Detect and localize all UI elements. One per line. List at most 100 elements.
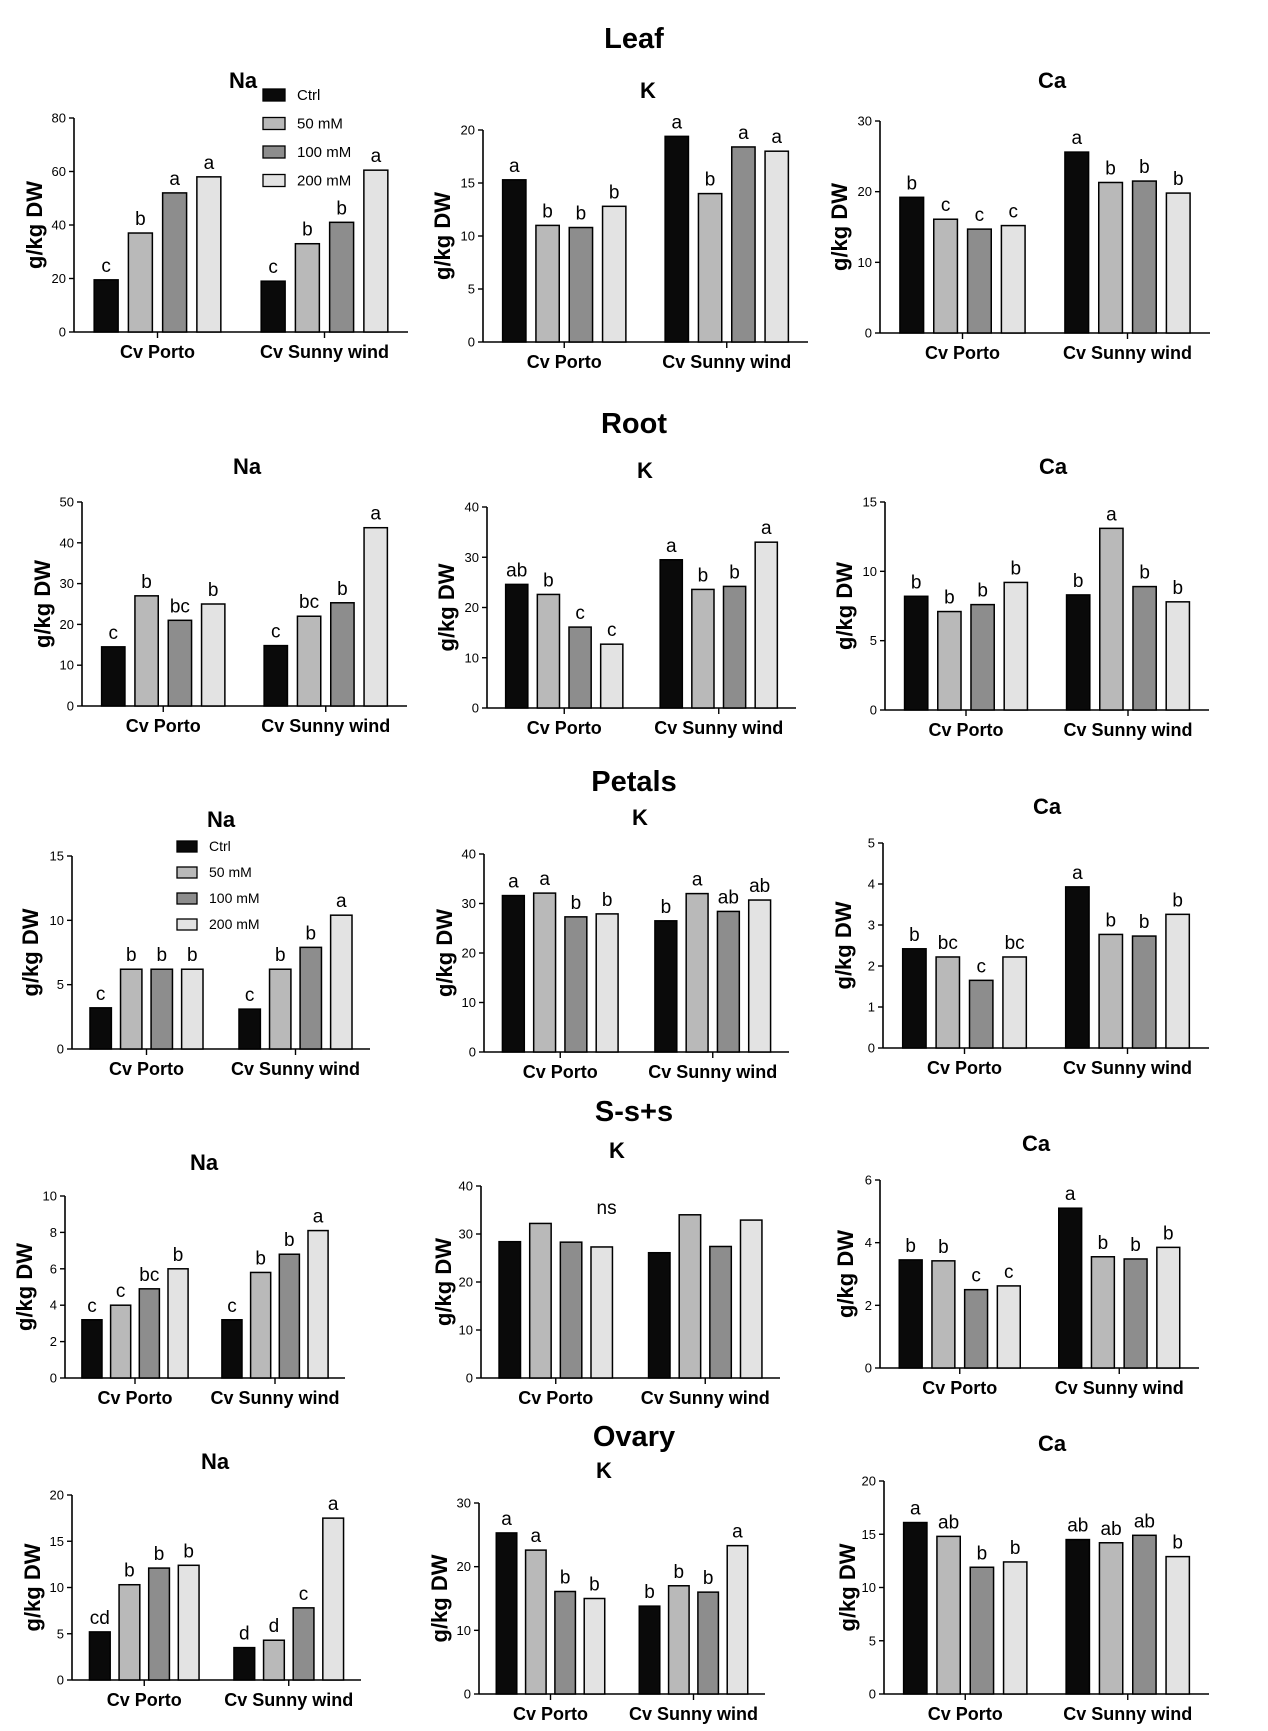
significance-letter: a bbox=[738, 123, 749, 144]
y-tick-label: 0 bbox=[468, 335, 475, 350]
bar bbox=[363, 526, 389, 707]
significance-letter: b bbox=[126, 945, 137, 966]
bar bbox=[528, 1222, 552, 1379]
legend-label: Ctrl bbox=[209, 838, 231, 854]
bar bbox=[495, 1532, 518, 1695]
significance-letter: b bbox=[1130, 1235, 1141, 1256]
bar bbox=[932, 218, 959, 334]
significance-letter: b bbox=[698, 565, 709, 586]
significance-letter: b bbox=[135, 209, 146, 230]
y-tick-label: 0 bbox=[67, 699, 74, 714]
bar bbox=[89, 1007, 113, 1050]
significance-letter: ab bbox=[1101, 1519, 1122, 1540]
bar bbox=[590, 1246, 614, 1379]
bar bbox=[709, 1245, 733, 1379]
significance-letter: b bbox=[1073, 571, 1084, 592]
bar bbox=[118, 1583, 141, 1681]
legend-label: 50 mM bbox=[297, 116, 343, 133]
significance-letter: b bbox=[141, 572, 152, 593]
bar bbox=[524, 1549, 547, 1695]
bar bbox=[138, 1288, 161, 1379]
y-tick-label: 0 bbox=[472, 701, 479, 716]
y-tick-label: 4 bbox=[865, 1235, 872, 1250]
significance-letter: b bbox=[1106, 910, 1117, 931]
y-tick-label: 20 bbox=[461, 123, 475, 138]
significance-letter: a bbox=[313, 1207, 324, 1228]
chart-title: Ca bbox=[1038, 1431, 1067, 1456]
chart-panel: Ca g/kg DW 0 5 10 15 Cv Porto b b b b Cv Sunny wind… bbox=[832, 454, 1209, 740]
x-category-label: Cv Porto bbox=[107, 1690, 182, 1710]
bar bbox=[1156, 1246, 1181, 1369]
significance-letter: bc bbox=[170, 596, 190, 617]
bar bbox=[328, 221, 355, 333]
bar bbox=[722, 585, 747, 709]
y-tick-label: 20 bbox=[457, 1559, 471, 1574]
bar bbox=[278, 1253, 301, 1379]
bar bbox=[685, 892, 709, 1053]
significance-letter: b bbox=[674, 1562, 685, 1583]
legend-swatch bbox=[262, 88, 286, 102]
significance-letter: c bbox=[941, 195, 951, 216]
bar bbox=[583, 1597, 606, 1695]
chart-title: Ca bbox=[1039, 454, 1068, 479]
significance-letter: bc bbox=[938, 933, 958, 954]
bar bbox=[134, 595, 160, 707]
bar bbox=[233, 1646, 256, 1681]
bar bbox=[697, 1591, 720, 1695]
y-axis-label: g/kg DW bbox=[20, 1543, 45, 1631]
significance-letter: b bbox=[571, 893, 582, 914]
legend-swatch bbox=[176, 840, 198, 853]
bar bbox=[726, 1544, 749, 1695]
bar bbox=[1098, 1542, 1124, 1695]
y-tick-label: 40 bbox=[465, 500, 479, 515]
x-category-label: Cv Porto bbox=[927, 1058, 1002, 1078]
y-tick-label: 30 bbox=[465, 550, 479, 565]
significance-letter: b bbox=[589, 1575, 600, 1596]
y-tick-label: 0 bbox=[865, 326, 872, 341]
significance-letter: c bbox=[607, 620, 617, 641]
y-tick-label: 10 bbox=[461, 229, 475, 244]
significance-letter: a bbox=[328, 1494, 339, 1515]
bar bbox=[532, 892, 557, 1053]
legend-swatch bbox=[262, 145, 286, 159]
bar bbox=[599, 643, 624, 709]
y-tick-label: 40 bbox=[60, 535, 74, 550]
bar bbox=[730, 146, 756, 343]
bar bbox=[263, 644, 289, 707]
significance-letter: b bbox=[602, 890, 613, 911]
bar bbox=[903, 595, 929, 711]
legend-label: Ctrl bbox=[297, 87, 320, 104]
significance-letter: bc bbox=[1005, 933, 1025, 954]
legend-label: 200 mM bbox=[297, 173, 351, 190]
chart-title: K bbox=[609, 1138, 625, 1163]
x-category-label: Cv Sunny wind bbox=[648, 1062, 777, 1082]
significance-letter: a bbox=[501, 1509, 512, 1530]
significance-letter: a bbox=[1106, 504, 1117, 525]
bar bbox=[292, 1607, 315, 1681]
significance-letter: a bbox=[531, 1526, 542, 1547]
significance-letter: b bbox=[1098, 1233, 1109, 1254]
significance-annotation: ns bbox=[597, 1198, 617, 1219]
legend-swatch bbox=[262, 173, 286, 188]
significance-letter: b bbox=[938, 1237, 949, 1258]
y-tick-label: 20 bbox=[459, 1275, 473, 1290]
chart-title: K bbox=[596, 1458, 612, 1483]
y-tick-label: 20 bbox=[465, 600, 479, 615]
y-tick-label: 20 bbox=[858, 184, 872, 199]
y-axis-label: g/kg DW bbox=[835, 1543, 860, 1631]
bar bbox=[595, 913, 619, 1053]
y-tick-label: 0 bbox=[869, 1687, 876, 1702]
y-axis-label: g/kg DW bbox=[827, 183, 852, 271]
y-tick-label: 10 bbox=[457, 1623, 471, 1638]
significance-letter: b bbox=[576, 204, 587, 225]
bar bbox=[329, 914, 353, 1050]
bar bbox=[536, 593, 561, 709]
x-category-label: Cv Porto bbox=[527, 352, 602, 372]
y-tick-label: 30 bbox=[858, 114, 872, 129]
section-title-leaf: Leaf bbox=[604, 23, 664, 55]
significance-letter: a bbox=[671, 112, 682, 133]
bar bbox=[322, 1517, 345, 1681]
significance-letter: b bbox=[1172, 890, 1183, 911]
